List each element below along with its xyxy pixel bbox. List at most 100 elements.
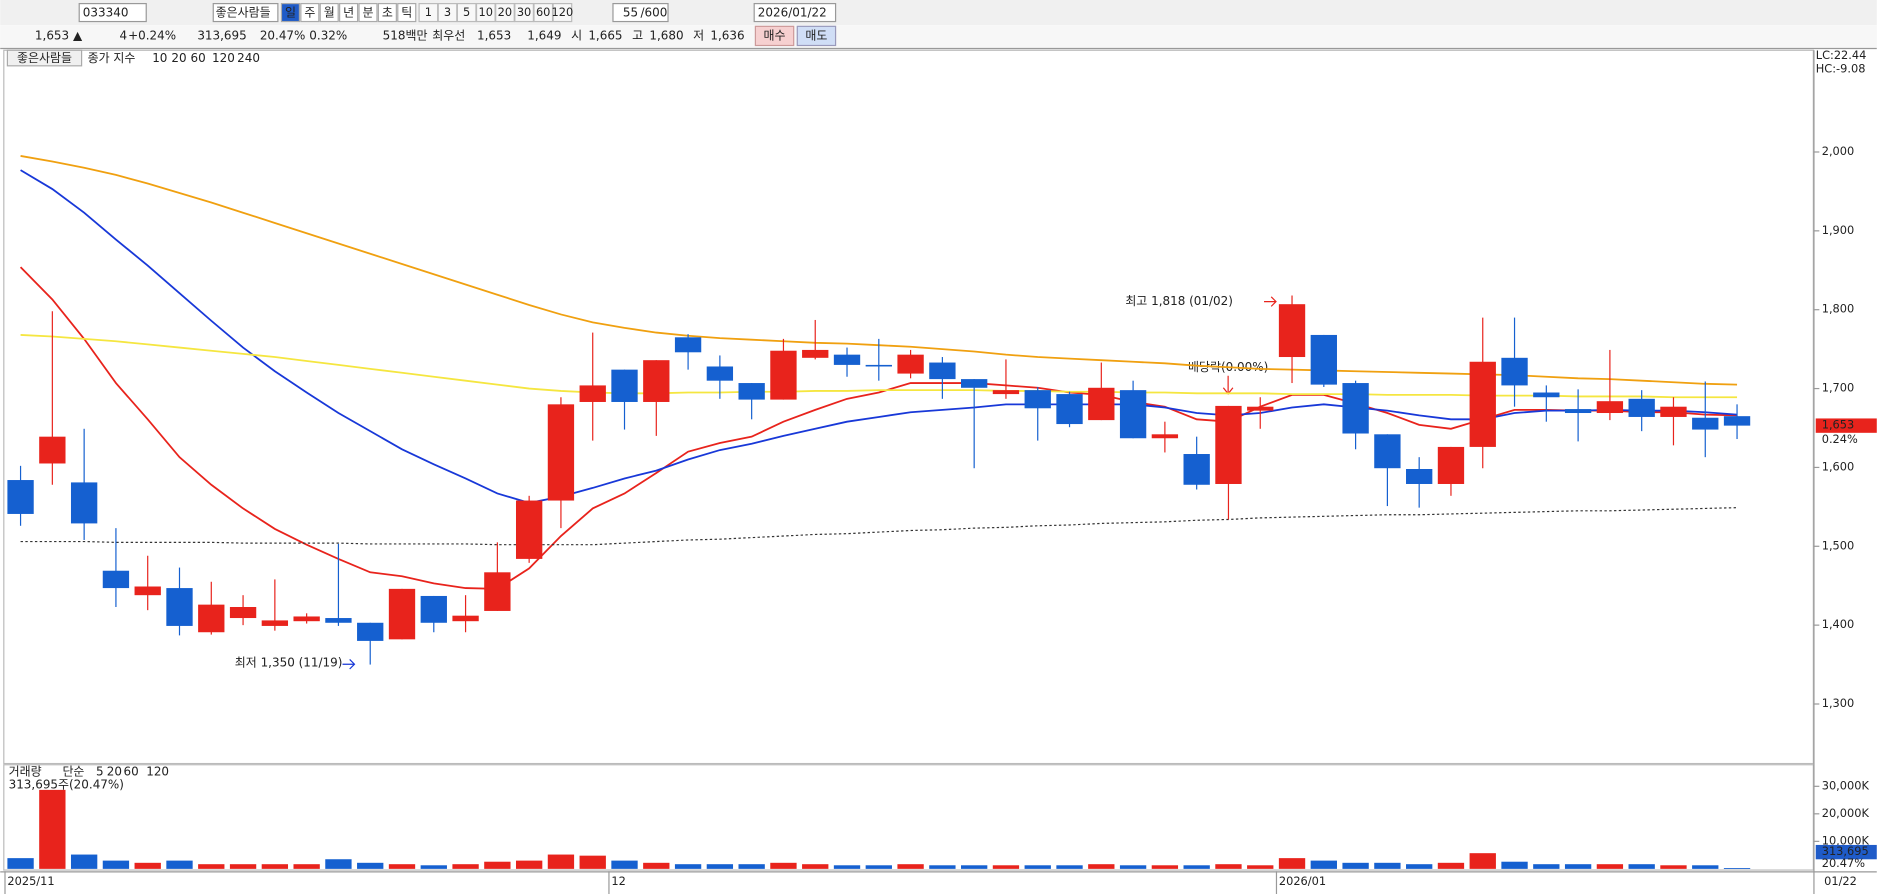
volume-bar [579, 855, 606, 869]
x-tick-label: 2025/11 [7, 874, 54, 888]
candle-body [643, 360, 670, 402]
volume-bar [611, 860, 638, 869]
legend-entry: 10 [152, 51, 167, 65]
volume-bar [1374, 862, 1401, 869]
volume-bar [1119, 865, 1147, 869]
volume-bar [198, 864, 225, 869]
interval: 20 [498, 5, 512, 19]
volume-bar [1564, 864, 1592, 869]
legend-entry: 120 [212, 51, 235, 65]
candle-body [1215, 405, 1242, 484]
dividend-arrow [1222, 375, 1234, 395]
legend-label: 종가 지수 [88, 51, 136, 65]
volume-bar [1024, 865, 1051, 869]
count-max: /600 [641, 6, 668, 20]
candle-body [611, 369, 638, 402]
candle-body [929, 362, 956, 380]
volume-bar [261, 864, 289, 869]
y-tick-label: 1,600 [1822, 459, 1855, 473]
candle-body [1278, 304, 1306, 358]
volume-bar [166, 860, 193, 869]
candle-body [357, 622, 384, 641]
moving-average [19, 266, 1738, 590]
volume-bar [1406, 864, 1433, 869]
low: 1,636 [710, 28, 744, 42]
period: 주 [304, 6, 315, 20]
volume-bar [325, 859, 352, 869]
period-button[interactable] [300, 2, 320, 23]
volume-bar [1660, 865, 1687, 869]
volume-bar [1628, 864, 1655, 869]
quote-row: 1,653 ▲ 4 +0.24% 313,695 20.47% 0.32% 51… [35, 25, 837, 47]
last-price-box [1815, 418, 1877, 433]
name-box[interactable] [212, 2, 279, 23]
candle-body [897, 354, 924, 374]
volume-bar [357, 862, 384, 869]
candle-body [770, 350, 797, 400]
period: 년 [343, 6, 354, 20]
period-button[interactable] [358, 2, 378, 23]
volume-bar [293, 864, 320, 869]
volume-ma-name: 60 [123, 764, 138, 778]
period-button[interactable] [397, 2, 417, 23]
volume-title: 거래량 [9, 764, 42, 778]
date: 2026/01/22 [758, 6, 827, 20]
legend-box [6, 49, 83, 67]
volume-bar [420, 865, 447, 869]
volume-ma-name: 20 [107, 764, 122, 778]
candle-body [1342, 383, 1369, 434]
candle-body [1056, 394, 1083, 425]
candle-body [166, 588, 193, 626]
volume-pane [3, 764, 1814, 871]
period-button[interactable] [319, 2, 339, 23]
period-button[interactable] [280, 2, 301, 23]
candle-body [70, 482, 98, 524]
legend-stock: 좋은사람들 [17, 51, 72, 65]
candle-body [1088, 387, 1115, 421]
volume-bar [547, 854, 575, 869]
candle-body [833, 354, 861, 365]
x-tick-label: 12 [611, 874, 625, 888]
count-input[interactable] [612, 2, 669, 23]
volume-tick-label: 30,000K [1822, 778, 1870, 792]
hc: HC:-9.08 [1816, 61, 1866, 75]
open: 1,665 [588, 28, 622, 42]
y-tick-label: 1,500 [1822, 538, 1855, 552]
moving-average [20, 169, 1738, 504]
interval-button[interactable] [552, 2, 573, 23]
volume-bar [897, 864, 924, 869]
volume-bar [833, 865, 861, 869]
code-input[interactable] [78, 2, 147, 23]
period-button[interactable] [377, 2, 397, 23]
candle-body [1247, 406, 1274, 411]
volume-bar [674, 864, 702, 869]
interval: 10 [479, 5, 493, 19]
volume-bar [1692, 865, 1719, 869]
candle-body [1596, 401, 1624, 414]
buy-button[interactable] [754, 25, 795, 47]
date-input[interactable] [753, 2, 837, 23]
period-button[interactable] [339, 2, 359, 23]
sell-button[interactable] [796, 25, 837, 47]
volume-bar [7, 858, 34, 869]
candle-body [992, 390, 1020, 395]
candle-body [1533, 392, 1560, 398]
volume-tick-label: 20,000K [1822, 806, 1870, 820]
high-arrow [1264, 296, 1277, 307]
y-tick-label: 2,000 [1822, 144, 1855, 158]
volume-ma-label: 단순 [62, 764, 84, 778]
volume-bar [706, 864, 734, 869]
period: 분 [362, 6, 373, 20]
legend-entry: 60 [191, 51, 206, 65]
period: 초 [382, 6, 393, 20]
volume-bar [39, 789, 66, 869]
last-volume-box [1815, 844, 1877, 860]
candle-body [229, 607, 257, 619]
y-tick-label: 1,800 [1822, 302, 1855, 316]
candle-body [515, 500, 543, 559]
turnover: 20.47% [260, 28, 306, 42]
ratio: 0.32% [309, 28, 347, 42]
volume-bar [738, 864, 765, 869]
volume: 313,695 [197, 28, 246, 42]
